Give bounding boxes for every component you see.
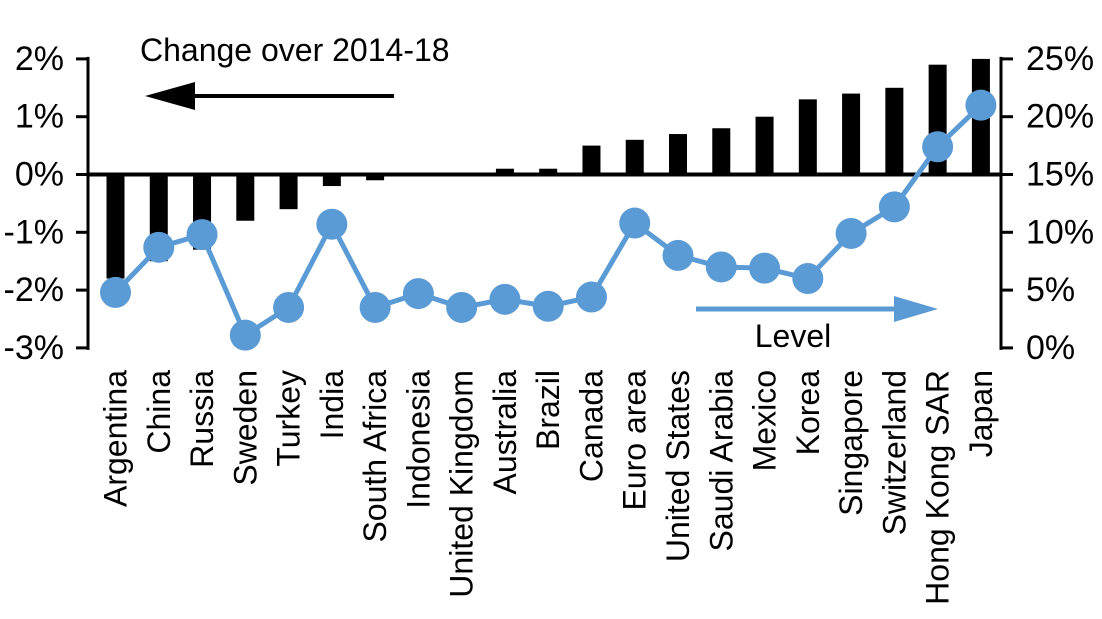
bar-Australia [495,168,514,175]
level-dot-Russia [186,219,218,251]
level-dot-Brazil [532,290,564,322]
left-axis-tick-label: -2% [4,271,64,309]
category-label-Singapore: Singapore [833,370,869,516]
level-dot-Saudi Arabia [705,251,737,283]
left-axis-tick-label: 1% [15,98,64,136]
level-dot-Turkey [273,291,305,323]
category-label-Turkey: Turkey [271,370,307,467]
bar-Euro area [625,139,644,175]
level-dot-South Africa [359,291,391,323]
bar-South Africa [366,174,385,181]
change-annotation-label: Change over 2014-18 [140,32,450,68]
category-label-Korea: Korea [790,370,826,456]
line-series-group [100,89,997,351]
category-label-Brazil: Brazil [530,370,566,450]
category-label-India: India [314,370,350,440]
level-dot-Mexico [749,252,781,284]
category-label-Switzerland: Switzerland [876,370,912,535]
category-label-China: China [141,370,177,454]
bar-Brazil [539,168,558,175]
bar-Mexico [755,116,774,175]
category-label-United Kingdom: United Kingdom [444,370,480,598]
bar-Singapore [842,93,861,175]
category-labels-group: Argentina China Russia Sweden Turkey India Sou… [98,370,999,605]
category-label-Russia: Russia [184,370,220,468]
right-axis-tick-label: 15% [1026,156,1094,194]
change-arrow-left-head [145,82,195,110]
level-dot-United Kingdom [446,291,478,323]
level-dot-Korea [792,263,824,295]
right-axis-tick-label: 5% [1026,271,1075,309]
left-axis-tick-label: 2% [15,40,64,78]
level-dot-United States [662,239,694,271]
bar-India [322,174,341,187]
level-annotation: Level [696,296,938,354]
category-label-Mexico: Mexico [747,370,783,471]
left-axis-tick-label: -3% [4,329,64,367]
change-annotation: Change over 2014-18 [140,32,450,110]
level-dot-Japan [965,89,997,121]
level-dot-Argentina [100,276,131,308]
level-dot-Australia [489,283,521,315]
category-label-Japan: Japan [963,370,999,457]
left-axis-tick-label: -1% [4,213,64,251]
bar-Argentina [106,174,125,279]
right-axis-group: 25% 20% 15% 10% 5% 0% [999,40,1094,367]
left-axis-group: 2% 1% 0% -1% -2% -3% [4,40,90,367]
bar-Switzerland [885,87,904,175]
bar-Saudi Arabia [712,128,731,175]
category-label-Hong Kong SAR: Hong Kong SAR [920,370,956,605]
bar-United States [669,134,688,175]
bar-Korea [798,99,817,175]
category-label-South Africa: South Africa [357,370,393,543]
category-label-United States: United States [660,370,696,562]
level-dot-Switzerland [878,191,910,223]
right-axis-tick-label: 20% [1026,98,1094,136]
bar-Turkey [279,174,298,210]
level-arrow-right-head [894,296,938,322]
category-label-Indonesia: Indonesia [400,370,436,509]
category-label-Saudi Arabia: Saudi Arabia [703,370,739,552]
category-label-Australia: Australia [487,370,523,495]
category-label-Canada: Canada [573,370,609,482]
level-dot-Indonesia [402,278,434,310]
left-axis-tick-label: 0% [15,156,64,194]
right-axis-tick-label: 10% [1026,213,1094,251]
level-annotation-label: Level [755,318,832,354]
level-dot-Singapore [835,217,867,249]
level-dot-Sweden [229,319,261,351]
level-dot-Canada [575,281,607,313]
category-label-Sweden: Sweden [227,370,263,486]
level-dot-China [143,231,175,263]
level-dot-Hong Kong SAR [922,131,954,163]
category-label-Argentina: Argentina [98,370,134,507]
level-dot-Euro area [619,207,651,239]
bar-Sweden [236,174,255,221]
right-axis-tick-label: 0% [1026,329,1075,367]
category-label-Euro area: Euro area [617,370,653,511]
bar-Canada [582,145,601,175]
right-axis-tick-label: 25% [1026,40,1094,78]
level-dot-India [316,208,348,240]
